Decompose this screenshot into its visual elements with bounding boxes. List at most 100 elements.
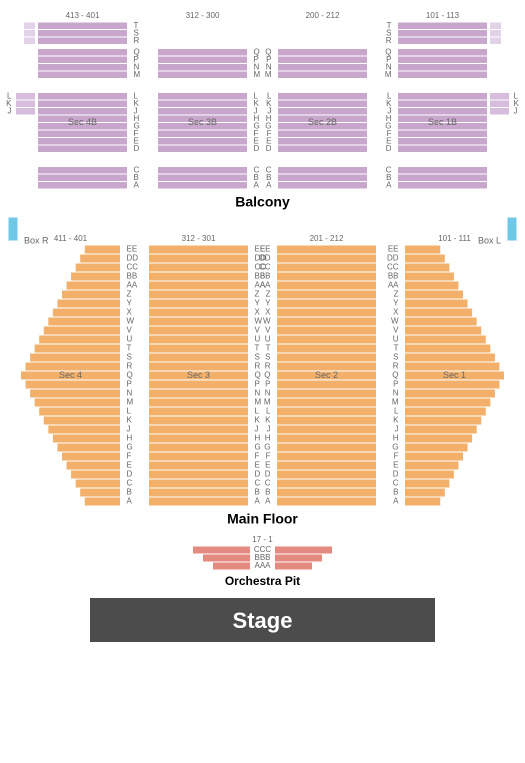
balcony-row[interactable]	[398, 64, 488, 72]
balcony-row[interactable]	[38, 71, 128, 79]
main-row[interactable]	[30, 353, 121, 362]
balcony-row[interactable]	[158, 182, 248, 190]
main-row[interactable]	[405, 425, 478, 434]
main-row[interactable]	[277, 398, 377, 407]
main-row[interactable]	[405, 290, 464, 299]
main-row[interactable]	[277, 497, 377, 506]
main-row[interactable]	[277, 299, 377, 308]
balcony-row-side[interactable]	[490, 22, 502, 30]
balcony-row[interactable]	[278, 130, 368, 138]
main-row[interactable]	[405, 380, 500, 389]
main-row[interactable]	[71, 272, 121, 281]
main-row[interactable]	[277, 290, 377, 299]
main-row[interactable]	[149, 434, 249, 443]
balcony-row[interactable]	[398, 145, 488, 153]
balcony-row[interactable]	[38, 145, 128, 153]
main-row[interactable]	[57, 443, 121, 452]
main-row[interactable]	[149, 281, 249, 290]
main-row[interactable]	[149, 317, 249, 326]
balcony-row[interactable]	[38, 56, 128, 64]
main-row[interactable]	[405, 353, 496, 362]
main-row[interactable]	[277, 263, 377, 272]
main-row[interactable]	[149, 479, 249, 488]
main-row[interactable]	[149, 398, 249, 407]
main-row[interactable]	[277, 344, 377, 353]
balcony-row[interactable]	[38, 22, 128, 30]
balcony-row[interactable]	[398, 182, 488, 190]
main-row[interactable]	[48, 317, 121, 326]
balcony-row[interactable]	[278, 174, 368, 182]
box-r[interactable]	[8, 217, 18, 241]
pit-row[interactable]	[275, 546, 333, 554]
balcony-row[interactable]	[38, 37, 128, 45]
main-row[interactable]	[277, 380, 377, 389]
balcony-row[interactable]	[38, 93, 128, 101]
balcony-row[interactable]	[38, 167, 128, 175]
main-row[interactable]	[405, 461, 459, 470]
balcony-row-side[interactable]	[16, 108, 36, 116]
main-row[interactable]	[149, 326, 249, 335]
balcony-row[interactable]	[398, 130, 488, 138]
main-row[interactable]	[405, 317, 478, 326]
main-row[interactable]	[84, 245, 120, 254]
main-row[interactable]	[149, 425, 249, 434]
balcony-row[interactable]	[38, 138, 128, 146]
main-row[interactable]	[48, 425, 121, 434]
main-row[interactable]	[405, 299, 469, 308]
balcony-row-side[interactable]	[24, 37, 36, 45]
pit-row[interactable]	[193, 546, 251, 554]
main-row[interactable]	[405, 281, 459, 290]
balcony-row[interactable]	[158, 145, 248, 153]
balcony-row[interactable]	[38, 130, 128, 138]
main-row[interactable]	[277, 245, 377, 254]
main-row[interactable]	[405, 389, 496, 398]
main-row[interactable]	[75, 263, 120, 272]
balcony-row[interactable]	[278, 167, 368, 175]
balcony-row[interactable]	[398, 49, 488, 57]
main-row[interactable]	[405, 416, 482, 425]
balcony-row-side[interactable]	[490, 93, 510, 101]
main-row[interactable]	[149, 389, 249, 398]
main-row[interactable]	[405, 452, 464, 461]
main-row[interactable]	[30, 389, 121, 398]
main-row[interactable]	[277, 272, 377, 281]
main-row[interactable]	[43, 416, 120, 425]
main-row[interactable]	[277, 452, 377, 461]
main-row[interactable]	[405, 326, 482, 335]
balcony-row[interactable]	[398, 108, 488, 116]
balcony-row[interactable]	[278, 93, 368, 101]
main-row[interactable]	[149, 461, 249, 470]
balcony-row[interactable]	[398, 138, 488, 146]
balcony-row[interactable]	[278, 71, 368, 79]
main-row[interactable]	[405, 479, 450, 488]
main-row[interactable]	[405, 344, 491, 353]
balcony-row[interactable]	[38, 64, 128, 72]
main-row[interactable]	[405, 497, 441, 506]
main-row[interactable]	[277, 407, 377, 416]
balcony-row[interactable]	[398, 71, 488, 79]
main-row[interactable]	[61, 290, 120, 299]
main-row[interactable]	[277, 479, 377, 488]
balcony-row[interactable]	[158, 71, 248, 79]
main-row[interactable]	[277, 443, 377, 452]
main-row[interactable]	[149, 290, 249, 299]
balcony-row[interactable]	[278, 108, 368, 116]
main-row[interactable]	[149, 308, 249, 317]
main-row[interactable]	[149, 335, 249, 344]
main-row[interactable]	[149, 497, 249, 506]
main-row[interactable]	[277, 461, 377, 470]
main-row[interactable]	[66, 281, 120, 290]
balcony-row[interactable]	[38, 49, 128, 57]
balcony-row[interactable]	[398, 37, 488, 45]
balcony-row[interactable]	[398, 56, 488, 64]
balcony-row-side[interactable]	[490, 37, 502, 45]
main-row[interactable]	[149, 272, 249, 281]
main-row[interactable]	[34, 398, 120, 407]
main-row[interactable]	[277, 425, 377, 434]
balcony-row-side[interactable]	[490, 100, 510, 108]
main-row[interactable]	[52, 308, 120, 317]
balcony-row-side[interactable]	[490, 30, 502, 38]
main-row[interactable]	[277, 389, 377, 398]
main-row[interactable]	[405, 272, 455, 281]
main-row[interactable]	[39, 335, 121, 344]
